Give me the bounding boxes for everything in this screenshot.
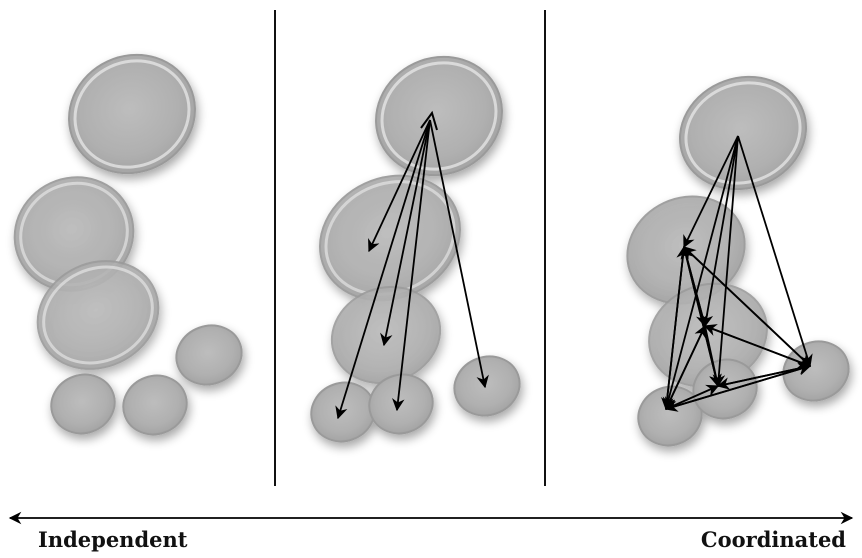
- panel-partial: [299, 36, 528, 450]
- ellipse: [43, 366, 123, 442]
- ellipse-group: [610, 59, 857, 454]
- label-independent: Independent: [38, 526, 187, 554]
- ellipse: [664, 59, 822, 206]
- ellipse-group: [299, 36, 528, 450]
- panel-independent: [0, 34, 250, 443]
- panel-coordinated: [610, 59, 857, 454]
- ellipse: [168, 316, 250, 393]
- ellipse: [446, 347, 528, 424]
- label-coordinated: Coordinated: [701, 526, 846, 554]
- ellipse-group: [0, 34, 250, 443]
- ellipse: [115, 367, 195, 443]
